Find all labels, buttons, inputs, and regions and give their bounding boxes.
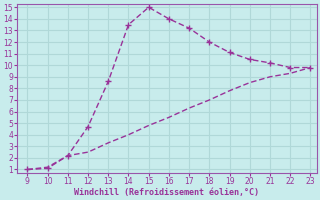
X-axis label: Windchill (Refroidissement éolien,°C): Windchill (Refroidissement éolien,°C) xyxy=(74,188,260,197)
